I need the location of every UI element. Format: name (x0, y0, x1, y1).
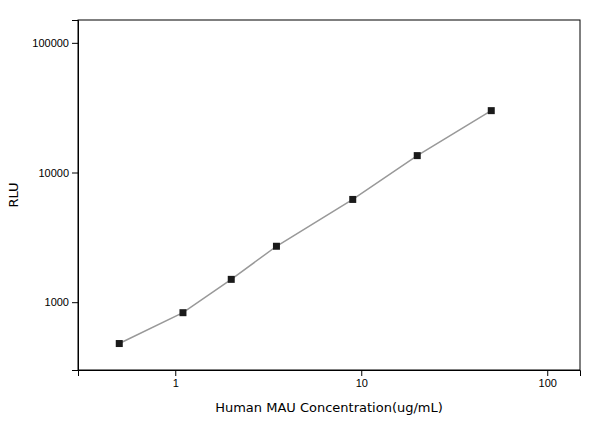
data-point (414, 152, 421, 159)
x-axis: 1 10 100 (79, 370, 581, 389)
x-tick-mark (547, 370, 548, 376)
y-tick: 10000 (38, 167, 78, 179)
x-axis-title: Human MAU Concentration(ug/mL) (215, 400, 443, 415)
y-tick-label: 10000 (38, 167, 69, 179)
y-axis-line (72, 21, 79, 371)
plot: 1 10 100 1000 10000 100000 (32, 20, 580, 389)
y-tick-mark (72, 173, 78, 174)
x-tick-label: 10 (356, 377, 368, 389)
data-line (119, 111, 491, 344)
x-tick: 1 (173, 370, 179, 389)
x-tick-mark (175, 370, 176, 376)
chart: 1 10 100 1000 10000 100000 Human MAU Concentra… (0, 0, 608, 426)
data-point (273, 243, 280, 250)
x-tick: 100 (539, 370, 557, 389)
data-point (349, 196, 356, 203)
x-tick: 10 (356, 370, 368, 389)
y-axis: 1000 10000 100000 (32, 21, 78, 371)
x-tick-label: 1 (173, 377, 179, 389)
y-tick-mark (72, 43, 78, 44)
y-tick: 100000 (32, 37, 78, 49)
data-point (116, 340, 123, 347)
plot-frame (78, 20, 580, 370)
x-tick-label: 100 (539, 377, 557, 389)
data-point (488, 107, 495, 114)
data-point (228, 276, 235, 283)
y-tick-label: 100000 (32, 37, 69, 49)
data-point (179, 309, 186, 316)
y-tick: 1000 (45, 296, 78, 308)
y-axis-title: RLU (6, 182, 21, 207)
marks (116, 107, 495, 347)
y-tick-label: 1000 (45, 296, 69, 308)
x-tick-mark (361, 370, 362, 376)
y-tick-mark (72, 302, 78, 303)
x-axis-line (79, 371, 581, 377)
